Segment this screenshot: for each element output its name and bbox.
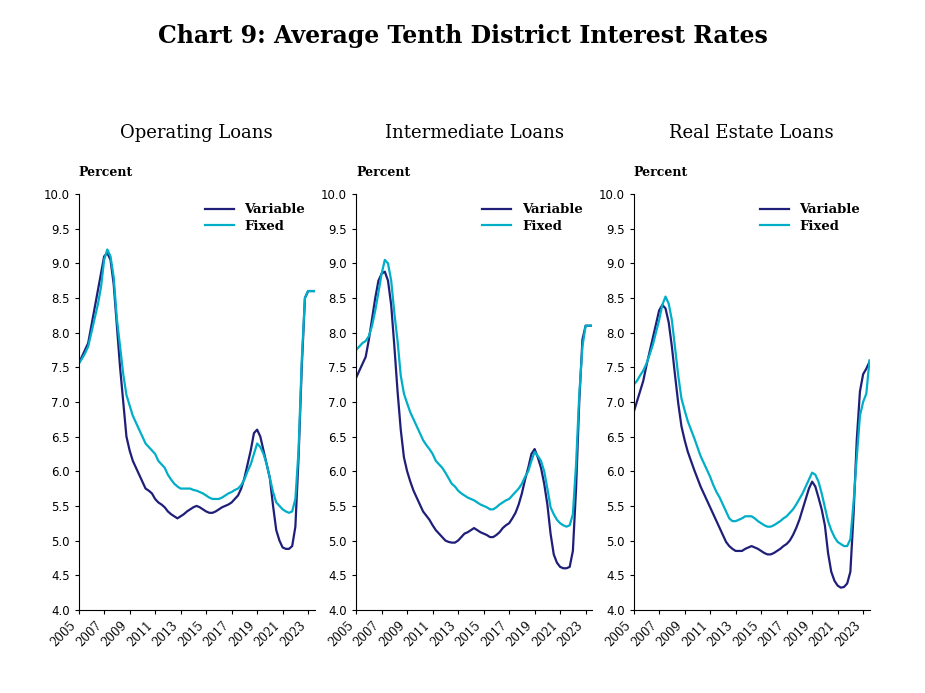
Text: Percent: Percent: [356, 166, 411, 179]
Variable: [826, 568, 837, 576]
Legend: Variable, Fixed: Variable, Fixed: [755, 198, 866, 238]
Variable: [290, 523, 301, 531]
Text: Percent: Percent: [634, 166, 688, 179]
Text: Chart 9: Average Tenth District Interest Rates: Chart 9: Average Tenth District Interest…: [157, 24, 768, 49]
Fixed: [532, 452, 543, 460]
Variable: [532, 453, 543, 462]
Fixed: [864, 356, 875, 365]
Variable: [549, 550, 560, 559]
Variable: [351, 374, 362, 382]
Fixed: [542, 484, 553, 493]
Variable: [309, 287, 320, 295]
Fixed: [102, 245, 113, 254]
Fixed: [826, 526, 837, 534]
Fixed: [561, 523, 572, 531]
Variable: [271, 526, 282, 534]
Variable: [586, 322, 598, 330]
Variable: [261, 460, 272, 468]
Variable: [265, 474, 276, 482]
Variable: [816, 505, 827, 514]
Fixed: [379, 256, 390, 264]
Fixed: [660, 292, 671, 301]
Text: Operating Loans: Operating Loans: [120, 124, 273, 142]
Fixed: [628, 380, 639, 389]
Variable: [864, 358, 875, 366]
Fixed: [261, 460, 272, 468]
Variable: [542, 500, 553, 509]
Line: Variable: Variable: [356, 272, 592, 568]
Text: Real Estate Loans: Real Estate Loans: [670, 124, 833, 142]
Variable: [538, 480, 549, 488]
Variable: [809, 482, 820, 491]
Fixed: [265, 474, 276, 482]
Fixed: [586, 322, 598, 330]
Fixed: [92, 301, 104, 309]
Fixed: [283, 509, 294, 517]
Fixed: [648, 341, 659, 349]
Variable: [379, 267, 390, 276]
Variable: [657, 301, 668, 309]
Variable: [92, 287, 104, 295]
Variable: [648, 334, 659, 342]
Variable: [558, 564, 569, 572]
Line: Fixed: Fixed: [634, 297, 869, 546]
Fixed: [351, 346, 362, 354]
Variable: [567, 547, 578, 555]
Fixed: [271, 498, 282, 507]
Variable: [102, 249, 113, 257]
Fixed: [549, 510, 560, 518]
Fixed: [370, 306, 381, 315]
Fixed: [816, 489, 827, 498]
Variable: [254, 432, 265, 441]
Legend: Variable, Fixed: Variable, Fixed: [477, 198, 588, 238]
Text: Intermediate Loans: Intermediate Loans: [385, 124, 563, 142]
Fixed: [254, 443, 265, 451]
Variable: [73, 360, 84, 368]
Variable: [845, 568, 856, 576]
Line: Fixed: Fixed: [356, 260, 592, 527]
Legend: Variable, Fixed: Variable, Fixed: [200, 198, 311, 238]
Fixed: [73, 360, 84, 368]
Fixed: [309, 287, 320, 295]
Fixed: [845, 535, 856, 543]
Variable: [835, 584, 846, 592]
Variable: [820, 521, 831, 529]
Line: Variable: Variable: [79, 253, 314, 549]
Variable: [370, 294, 381, 302]
Fixed: [538, 467, 549, 475]
Line: Fixed: Fixed: [79, 249, 314, 513]
Line: Variable: Variable: [634, 305, 869, 588]
Fixed: [820, 503, 831, 511]
Text: Percent: Percent: [79, 166, 133, 179]
Fixed: [809, 471, 820, 479]
Variable: [628, 408, 639, 416]
Fixed: [838, 542, 849, 550]
Variable: [280, 545, 291, 553]
Fixed: [567, 510, 578, 518]
Fixed: [290, 495, 301, 503]
